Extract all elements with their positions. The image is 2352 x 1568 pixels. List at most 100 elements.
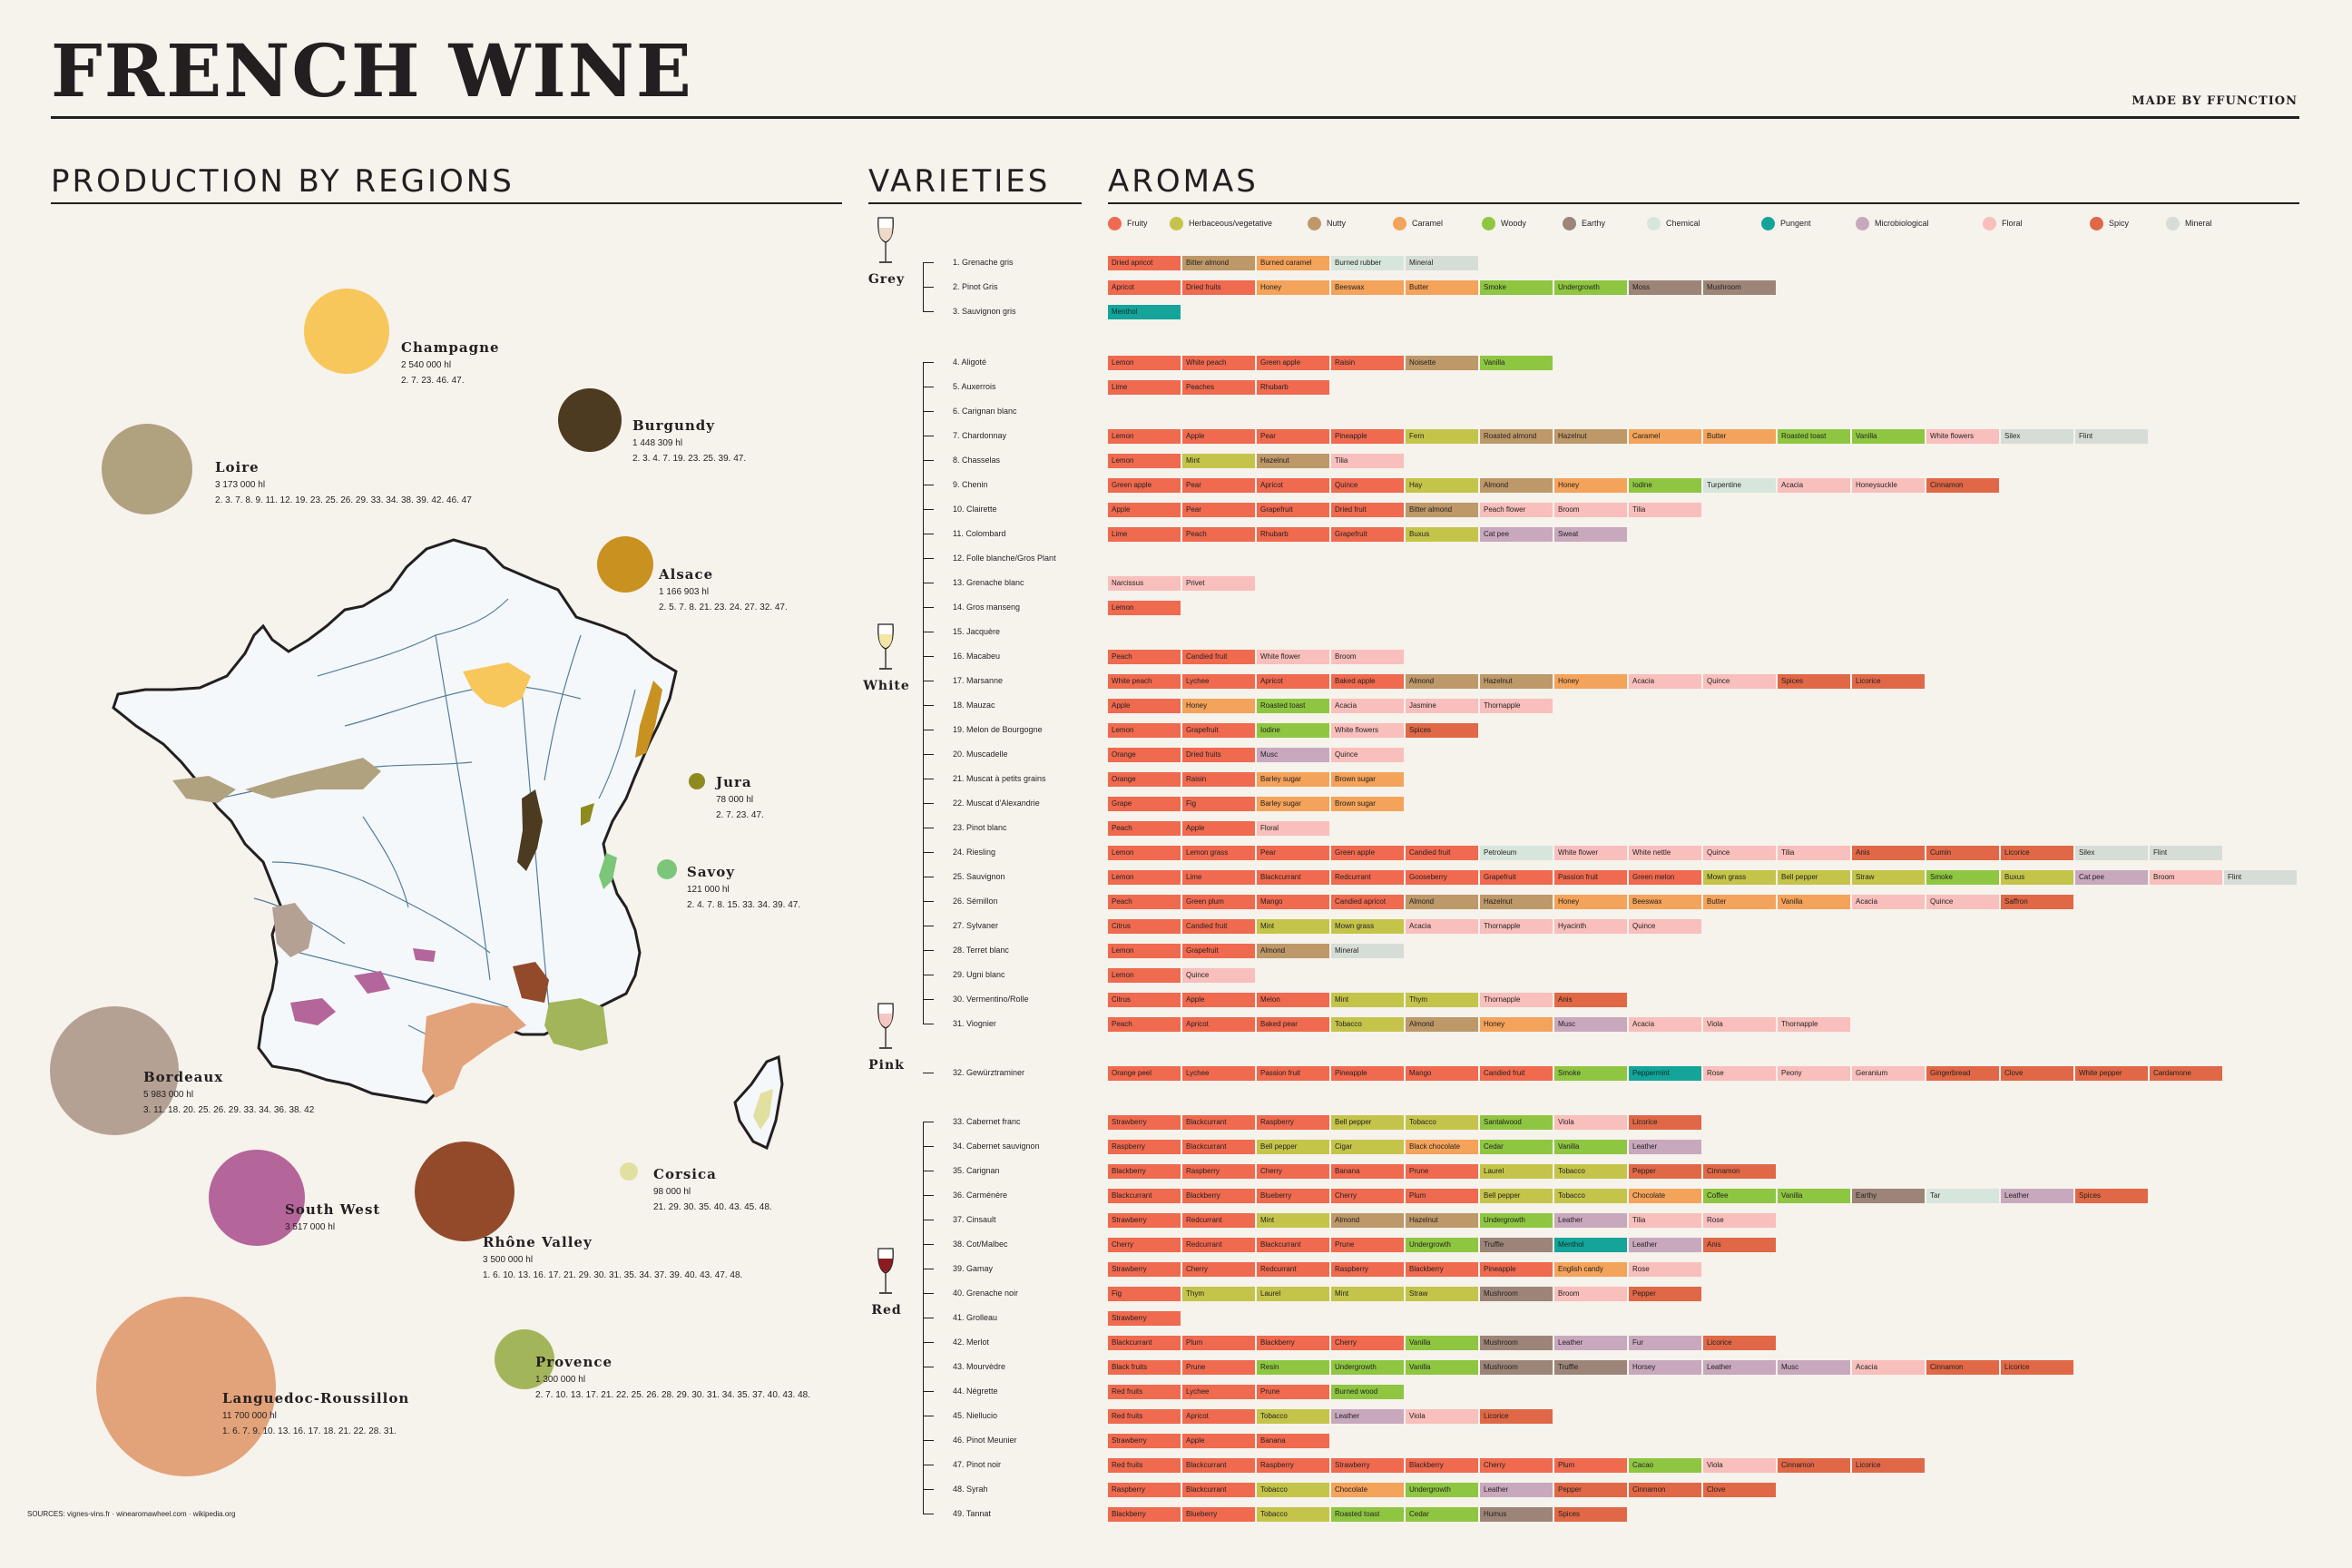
group-label-grey: Grey [867, 272, 906, 287]
aroma-bar: Clove [2001, 1066, 2075, 1081]
aroma-bar: Lime [1108, 527, 1182, 542]
region-name: Languedoc-Roussillon [222, 1390, 410, 1406]
aroma-bar: Tobacco [1257, 1409, 1331, 1424]
aroma-bar: Lemon [1108, 454, 1182, 468]
variety-label: 6. Carignan blanc [953, 407, 1017, 416]
variety-tick [923, 1391, 934, 1392]
aroma-bar: Leather [1554, 1336, 1629, 1350]
aroma-bar: Leather [1703, 1360, 1778, 1375]
aroma-bar: Pepper [1629, 1164, 1703, 1179]
aroma-bar: Floral [1257, 821, 1331, 836]
variety-label: 32. Gewürztraminer [953, 1068, 1025, 1077]
aroma-bar: Grapefruit [1257, 503, 1331, 517]
aroma-bar: Leather [1629, 1238, 1703, 1252]
aroma-bar: White peach [1108, 674, 1182, 689]
aroma-bar: Rhubarb [1257, 380, 1331, 395]
bubble-burgundy [558, 388, 622, 452]
aroma-bar: Strawberry [1108, 1434, 1182, 1448]
aroma-bar: Rose [1703, 1213, 1778, 1228]
variety-tick [923, 311, 934, 312]
region-label-jura: Jura 78 000 hl 2. 7. 23. 47. [716, 772, 764, 823]
aroma-bar: Licorice [1852, 1458, 1926, 1473]
aroma-bar: Burned rubber [1331, 256, 1406, 270]
aroma-bar: Tilia [1629, 1213, 1703, 1228]
bubble-savoy [657, 859, 677, 879]
aroma-bar: Vanilla [1406, 1360, 1480, 1375]
variety-label: 20. Muscadelle [953, 750, 1008, 759]
aroma-bar: Caramel [1629, 429, 1703, 444]
aroma-bar: Jasmine [1406, 699, 1480, 713]
aroma-bar: Licorice [2001, 846, 2075, 860]
aroma-bar: Narcissus [1108, 576, 1182, 591]
legend-swatch [1308, 217, 1321, 231]
aroma-bar: Bitter almond [1406, 503, 1480, 517]
legend-item-nutty: Nutty [1308, 216, 1346, 231]
aroma-bar: Cherry [1182, 1262, 1257, 1277]
aroma-bar: Buxus [1406, 527, 1480, 542]
aroma-bar: Pepper [1554, 1483, 1629, 1497]
aroma-bar: Mineral [1406, 256, 1480, 270]
aroma-bar: Vanilla [1554, 1140, 1629, 1154]
aroma-bar: Fur [1629, 1336, 1703, 1350]
aroma-bar: Silex [2001, 429, 2075, 444]
aroma-bar: Peach [1108, 895, 1182, 909]
aroma-bar: Vanilla [1778, 895, 1852, 909]
aroma-bar: Thornapple [1480, 993, 1554, 1007]
aroma-bar: Rhubarb [1257, 527, 1331, 542]
legend-label: Fruity [1127, 219, 1148, 228]
legend-swatch [2090, 217, 2103, 231]
aroma-bar: Cherry [1331, 1336, 1406, 1350]
aroma-bar: Blackcurrant [1182, 1115, 1257, 1130]
wine-glass-icon [877, 1248, 894, 1294]
aroma-bar: Musc [1778, 1360, 1852, 1375]
aroma-bar: Redcurrant [1182, 1213, 1257, 1228]
region-languedoc [422, 1003, 526, 1098]
aroma-bar: Flint [2150, 846, 2224, 860]
aroma-bar: Quince [1331, 748, 1406, 762]
credit-label: MADE BY FFUNCTION [2132, 94, 2298, 108]
region-variety-list: 2. 7. 23. 46. 47. [401, 376, 465, 386]
region-label-bordeaux: Bordeaux 5 983 000 hl 3. 11. 18. 20. 25. 2… [143, 1067, 314, 1118]
variety-label: 5. Auxerrois [953, 382, 996, 391]
aroma-bar: Chocolate [1629, 1189, 1703, 1203]
variety-label: 46. Pinot Meunier [953, 1436, 1017, 1445]
aroma-bar: Tilia [1778, 846, 1852, 860]
aroma-bar: Green melon [1629, 870, 1703, 885]
aroma-bar: Menthol [1108, 305, 1182, 319]
legend-label: Caramel [1412, 219, 1444, 228]
aroma-bar: Cat pee [2075, 870, 2150, 885]
aroma-bar: Pear [1257, 429, 1331, 444]
aroma-bar: Laurel [1480, 1164, 1554, 1179]
legend-label: Woody [1501, 219, 1526, 228]
aroma-bar: Raspberry [1331, 1262, 1406, 1277]
aroma-bar: Melon [1257, 993, 1331, 1007]
aroma-bar: Butter [1703, 895, 1778, 909]
aroma-bar: Mint [1257, 919, 1331, 934]
aroma-bar: Blackcurrant [1257, 1238, 1331, 1252]
aroma-bar: Mango [1406, 1066, 1480, 1081]
variety-tick [923, 262, 934, 263]
aroma-bar: Orange [1108, 748, 1182, 762]
aroma-bar: Gingerbread [1926, 1066, 2001, 1081]
aroma-bar: Spices [1778, 674, 1852, 689]
aroma-bar: Straw [1852, 870, 1926, 885]
variety-tick [923, 705, 934, 706]
aroma-bar: Undergrowth [1406, 1238, 1480, 1252]
aroma-bar: Iodine [1257, 723, 1331, 738]
variety-label: 28. Terret blanc [953, 946, 1009, 955]
aroma-bar: Quince [1703, 674, 1778, 689]
legend-label: Pungent [1780, 219, 1811, 228]
region-name: Savoy [687, 864, 735, 880]
region-variety-list: 1. 6. 7. 9. 10. 13. 16. 17. 18. 21. 22. … [222, 1426, 397, 1436]
region-label-alsace: Alsace 1 166 903 hl 2. 5. 7. 8. 21. 23. 24… [659, 564, 788, 615]
region-volume: 1 448 309 hl [632, 438, 683, 448]
aroma-bar: Truffle [1554, 1360, 1629, 1375]
aroma-bar: Tobacco [1257, 1483, 1331, 1497]
aroma-bar: Lemon [1108, 846, 1182, 860]
aroma-bar: Plum [1182, 1336, 1257, 1350]
legend-swatch [1761, 217, 1775, 231]
legend-label: Mineral [2185, 219, 2212, 228]
aroma-bar: Prune [1257, 1385, 1331, 1399]
aroma-bar: Blackberry [1257, 1336, 1331, 1350]
aroma-bar: Beeswax [1629, 895, 1703, 909]
